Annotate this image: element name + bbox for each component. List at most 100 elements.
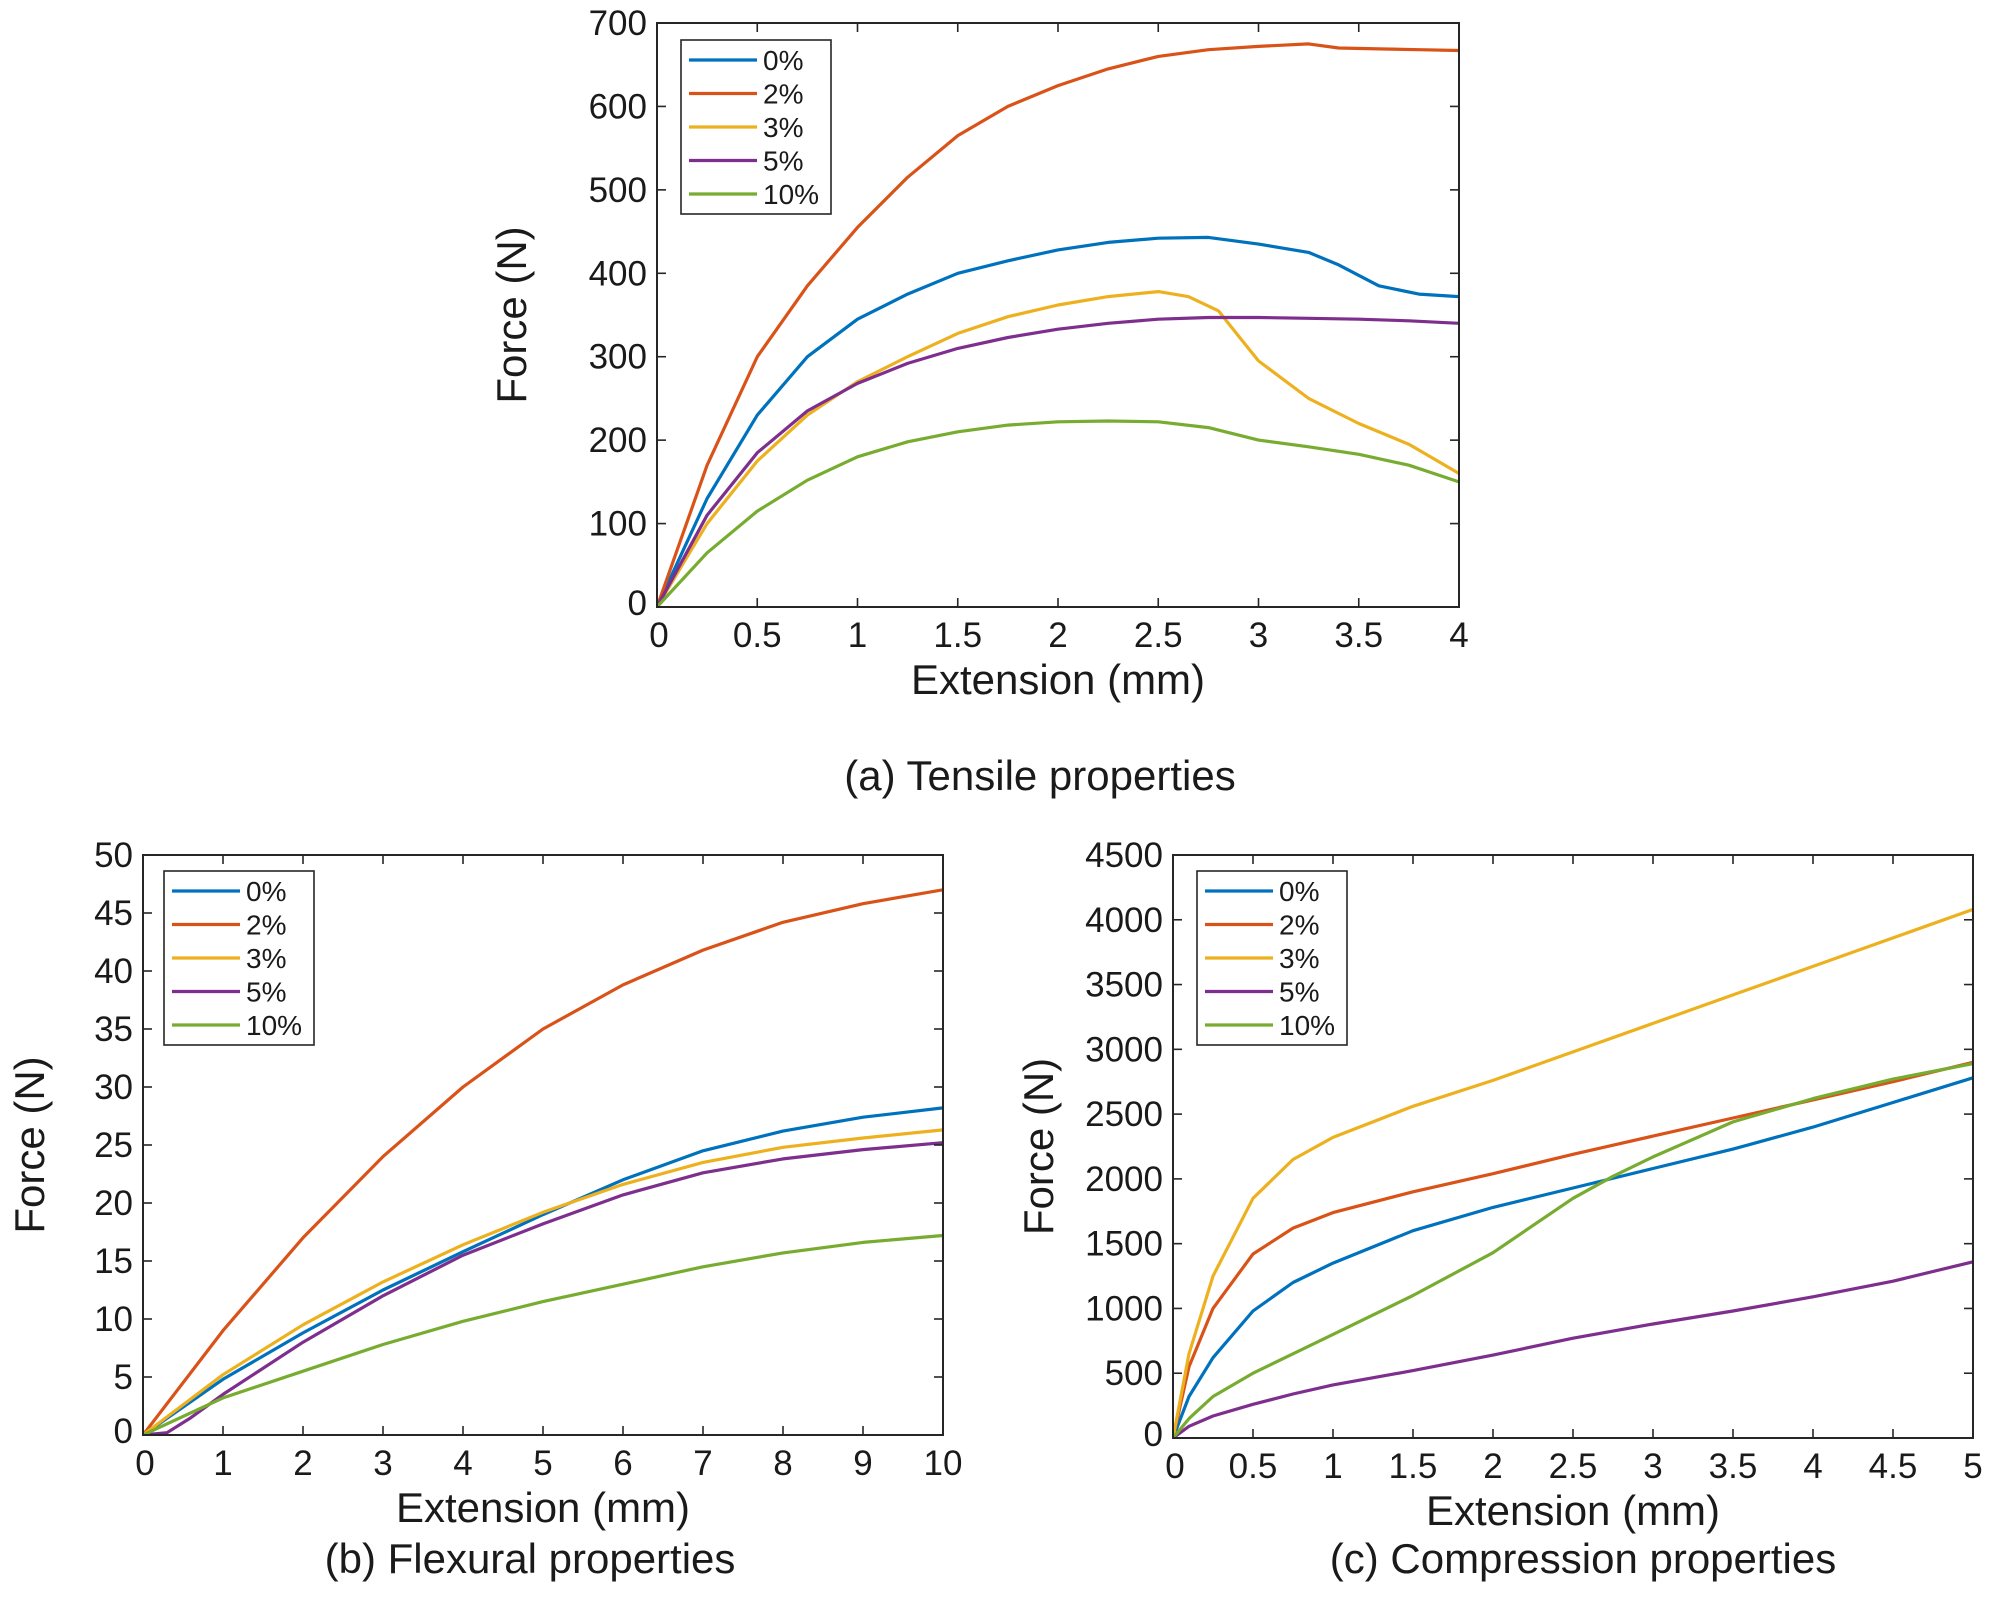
compression-x-tick-label: 1.5: [1389, 1447, 1438, 1486]
flexural-y-tick-label: 35: [94, 1010, 133, 1049]
compression-y-tick-label: 3500: [1085, 966, 1163, 1005]
tensile-legend-label: 5%: [763, 146, 803, 177]
tensile-y-tick-label: 600: [589, 87, 647, 126]
compression-y-axis-title: Force (N): [1015, 1058, 1062, 1235]
compression-legend-label: 2%: [1279, 910, 1319, 941]
flexural-chart-panel: 0 1 2 3 4 5 6 7 8 9 1005101520253035404550Extensio…: [6, 836, 962, 1582]
flexural-series-group: [143, 888, 943, 1435]
tensile-y-tick-label: 500: [589, 171, 647, 210]
compression-x-tick-label: 2: [1483, 1447, 1502, 1486]
tensile-x-tick-label: 0.5: [733, 616, 782, 655]
compression-x-axis-title: Extension (mm): [1426, 1487, 1720, 1534]
tensile-series-group: [657, 42, 1459, 607]
flexural-caption: (b) Flexural properties: [325, 1535, 736, 1582]
compression-x-tick-label: 3.5: [1709, 1447, 1758, 1486]
tensile-chart-panel: 0 0.5 1 1.5 2 2.5 3 3.5 4 0 100 200 300 400 500 600 700 E…: [488, 4, 1469, 799]
flexural-series-line-0pct: [143, 1106, 943, 1435]
flexural-x-tick-label: 6: [613, 1444, 632, 1483]
tensile-y-tick-label: 0: [628, 584, 647, 623]
flexural-x-tick-label: 9: [853, 1444, 872, 1483]
compression-series-line-5pct: [1173, 1260, 1973, 1438]
tensile-x-tick-label: 2: [1048, 616, 1067, 655]
flexural-y-tick-label: 15: [94, 1242, 133, 1281]
compression-legend-label: 3%: [1279, 943, 1319, 974]
flexural-y-tick-label: 45: [94, 894, 133, 933]
compression-x-tick-label: 5: [1963, 1447, 1982, 1486]
flexural-y-tick-label: 10: [94, 1300, 133, 1339]
tensile-series-line-3pct: [657, 290, 1459, 607]
tensile-x-tick-label: 1: [848, 616, 867, 655]
compression-y-tick-label: 500: [1105, 1354, 1163, 1393]
flexural-x-tick-label: 8: [773, 1444, 792, 1483]
flexural-x-tick-label: 10: [924, 1444, 963, 1483]
flexural-x-tick-label: 3: [373, 1444, 392, 1483]
compression-caption: (c) Compression properties: [1330, 1535, 1837, 1582]
flexural-y-tick-label: 20: [94, 1184, 133, 1223]
flexural-x-tick-label: 7: [693, 1444, 712, 1483]
compression-x-tick-label: 1: [1323, 1447, 1342, 1486]
tensile-y-axis-title: Force (N): [488, 226, 535, 403]
flexural-legend: 0%2%3%5%10%: [163, 870, 315, 1046]
flexural-x-tick-label: 1: [213, 1444, 232, 1483]
compression-series-line-3pct: [1173, 907, 1973, 1438]
tensile-caption: (a) Tensile properties: [844, 752, 1235, 799]
flexural-series-line-2pct: [143, 888, 943, 1435]
tensile-series-line-0pct: [657, 235, 1459, 607]
flexural-y-tick-label: 40: [94, 952, 133, 991]
tensile-legend-label: 3%: [763, 112, 803, 143]
compression-y-tick-label: 3000: [1085, 1030, 1163, 1069]
compression-y-tick-label: 1500: [1085, 1225, 1163, 1264]
compression-y-tick-label: 2500: [1085, 1095, 1163, 1134]
flexural-x-tick-label: 0: [135, 1444, 154, 1483]
compression-y-tick-label: 0: [1144, 1415, 1163, 1454]
flexural-x-tick-label: 2: [293, 1444, 312, 1483]
tensile-y-tick-label: 400: [589, 254, 647, 293]
tensile-y-tick-label: 100: [589, 505, 647, 544]
flexural-series-line-5pct: [143, 1141, 943, 1435]
flexural-x-axis-title: Extension (mm): [396, 1484, 690, 1531]
compression-x-tick-label: 4.5: [1869, 1447, 1918, 1486]
flexural-y-tick-label: 50: [94, 836, 133, 875]
compression-y-tick-label: 4500: [1085, 836, 1163, 875]
tensile-y-tick-label: 300: [589, 338, 647, 377]
tensile-x-tick-label: 2.5: [1134, 616, 1183, 655]
compression-x-tick-label: 0.5: [1229, 1447, 1278, 1486]
compression-y-tick-label: 2000: [1085, 1160, 1163, 1199]
flexural-series-line-3pct: [143, 1128, 943, 1435]
flexural-y-tick-label: 30: [94, 1068, 133, 1107]
compression-x-tick-label: 2.5: [1549, 1447, 1598, 1486]
flexural-legend-label: 2%: [246, 910, 286, 941]
flexural-y-tick-label: 5: [114, 1358, 133, 1397]
tensile-legend: 0%2%3%5%10%: [680, 39, 832, 215]
flexural-series-line-10pct: [143, 1233, 943, 1435]
flexural-y-tick-label: 0: [114, 1412, 133, 1451]
compression-x-tick-label: 0: [1165, 1447, 1184, 1486]
tensile-series-line-10pct: [657, 419, 1459, 607]
flexural-x-tick-label: 5: [533, 1444, 552, 1483]
compression-legend-label: 0%: [1279, 876, 1319, 907]
compression-legend-label: 5%: [1279, 977, 1319, 1008]
compression-chart-panel: 0 0.5 1 1.5 2 2.5 3 3.5 4 4.5 5 0 500 1000 1500 2000 250…: [1015, 836, 1983, 1582]
compression-y-tick-label: 4000: [1085, 901, 1163, 940]
compression-series-group: [1173, 907, 1973, 1438]
tensile-y-tick-label: 200: [589, 421, 647, 460]
tensile-legend-label: 0%: [763, 45, 803, 76]
flexural-x-tick-label: 4: [453, 1444, 472, 1483]
tensile-x-tick-label: 0: [649, 616, 668, 655]
tensile-series-line-5pct: [657, 315, 1459, 607]
flexural-legend-label: 3%: [246, 943, 286, 974]
tensile-x-tick-label: 4: [1449, 616, 1468, 655]
tensile-legend-label: 10%: [763, 179, 819, 210]
tensile-x-tick-label: 3.5: [1334, 616, 1383, 655]
flexural-y-axis-title: Force (N): [6, 1056, 53, 1233]
tensile-series-line-2pct: [657, 42, 1459, 607]
flexural-y-tick-label: 25: [94, 1126, 133, 1165]
compression-series-line-10pct: [1173, 1062, 1973, 1438]
tensile-y-tick-label: 700: [589, 4, 647, 43]
tensile-x-tick-label: 3: [1249, 616, 1268, 655]
compression-x-tick-label: 4: [1803, 1447, 1822, 1486]
tensile-x-axis-title: Extension (mm): [911, 656, 1205, 703]
compression-series-line-0pct: [1173, 1076, 1973, 1438]
compression-legend: 0%2%3%5%10%: [1196, 870, 1348, 1046]
